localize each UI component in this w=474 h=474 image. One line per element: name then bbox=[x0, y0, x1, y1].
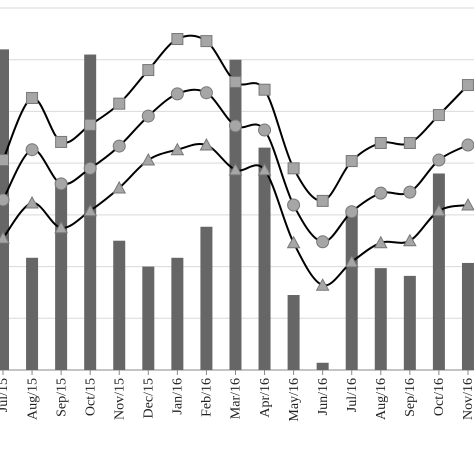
x-tick-label: Feb/16 bbox=[200, 378, 215, 417]
x-tick-label: Sep/15 bbox=[54, 378, 69, 417]
bar bbox=[26, 257, 39, 370]
x-tick-label: Dec/15 bbox=[142, 378, 157, 418]
marker bbox=[199, 86, 213, 100]
bar bbox=[142, 266, 155, 370]
marker bbox=[286, 235, 301, 249]
x-tick-label: Mar/16 bbox=[229, 378, 244, 419]
marker bbox=[25, 195, 39, 209]
marker bbox=[54, 220, 68, 234]
x-tick-label: Jan/16 bbox=[171, 378, 186, 415]
bar bbox=[113, 240, 126, 370]
marker bbox=[287, 198, 301, 212]
marker bbox=[83, 203, 98, 217]
marker bbox=[432, 203, 446, 217]
marker bbox=[0, 231, 10, 244]
marker bbox=[141, 109, 155, 123]
marker bbox=[228, 162, 243, 176]
marker bbox=[373, 235, 388, 249]
marker bbox=[141, 152, 156, 166]
bar bbox=[171, 257, 184, 370]
marker bbox=[403, 185, 417, 199]
marker bbox=[54, 177, 68, 191]
bar bbox=[345, 209, 358, 370]
bar bbox=[258, 147, 271, 370]
bar bbox=[403, 275, 416, 370]
marker bbox=[402, 233, 417, 247]
marker bbox=[258, 83, 271, 96]
bar bbox=[200, 226, 213, 370]
marker bbox=[228, 119, 242, 133]
marker bbox=[84, 118, 97, 131]
x-tick-label: Oct/15 bbox=[83, 378, 98, 416]
marker bbox=[461, 138, 474, 152]
marker bbox=[432, 153, 446, 167]
marker bbox=[461, 79, 474, 92]
bar bbox=[55, 183, 68, 370]
marker bbox=[432, 109, 445, 122]
marker bbox=[316, 194, 329, 207]
marker bbox=[344, 254, 359, 268]
x-tick-label: Nov/15 bbox=[112, 378, 127, 420]
bar bbox=[229, 59, 242, 370]
marker bbox=[258, 123, 272, 137]
x-tick-label: Nov/16 bbox=[461, 378, 474, 420]
x-tick-label: Aug/15 bbox=[25, 378, 40, 420]
x-tick-label: Sep/16 bbox=[403, 378, 418, 417]
marker bbox=[142, 64, 155, 77]
marker bbox=[316, 235, 330, 249]
marker bbox=[287, 162, 300, 175]
marker bbox=[345, 205, 359, 219]
x-tick-label: Oct/16 bbox=[432, 378, 447, 416]
marker bbox=[171, 33, 184, 46]
marker bbox=[199, 137, 214, 151]
marker bbox=[113, 97, 126, 110]
x-tick-label: May/16 bbox=[287, 378, 302, 422]
marker bbox=[0, 193, 10, 207]
marker bbox=[257, 162, 272, 176]
marker bbox=[461, 197, 474, 211]
bar bbox=[316, 362, 329, 370]
x-tick-label: Jul/15 bbox=[0, 378, 11, 412]
marker bbox=[374, 186, 388, 200]
marker bbox=[200, 35, 213, 48]
marker bbox=[25, 143, 39, 157]
x-tick-label: Jul/16 bbox=[345, 378, 360, 412]
marker bbox=[0, 154, 9, 167]
marker bbox=[229, 75, 242, 88]
marker bbox=[374, 136, 387, 149]
marker bbox=[403, 136, 416, 149]
bar bbox=[432, 173, 445, 370]
marker bbox=[112, 139, 126, 153]
x-tick-label: Jun/16 bbox=[316, 378, 331, 415]
marker bbox=[170, 87, 184, 101]
marker bbox=[345, 155, 358, 168]
marker bbox=[170, 142, 185, 156]
bar bbox=[0, 49, 9, 370]
bar bbox=[374, 268, 387, 370]
marker bbox=[315, 278, 330, 291]
marker bbox=[83, 161, 97, 175]
marker bbox=[26, 91, 39, 104]
marker bbox=[55, 135, 68, 148]
x-tick-label: Aug/16 bbox=[374, 378, 389, 420]
marker bbox=[112, 180, 127, 194]
x-tick-label: Apr/16 bbox=[258, 378, 273, 418]
bar bbox=[461, 262, 474, 370]
bar bbox=[287, 295, 300, 370]
